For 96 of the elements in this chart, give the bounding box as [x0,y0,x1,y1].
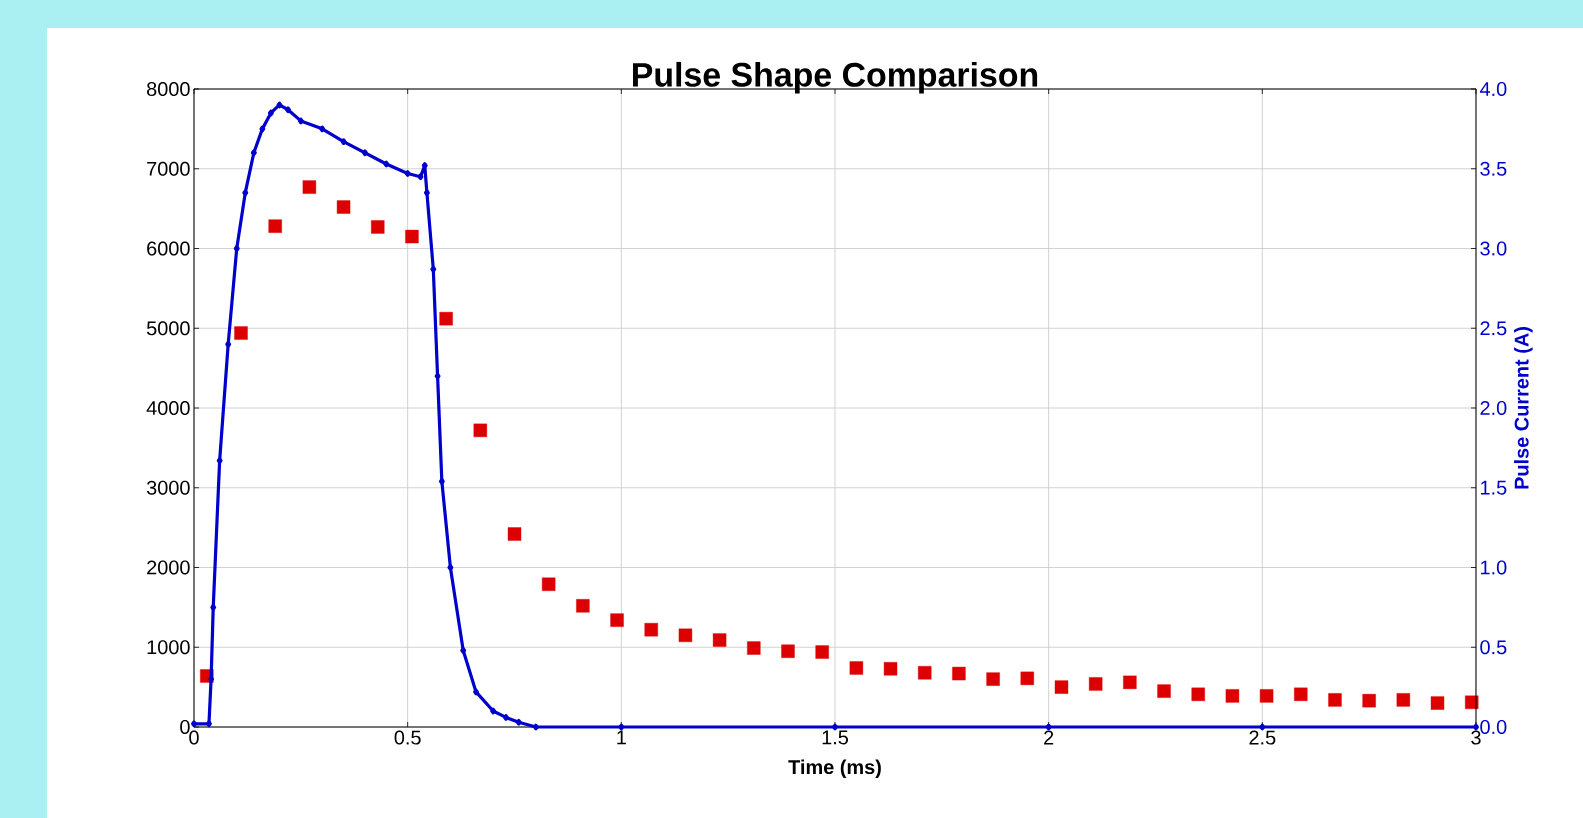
point [1054,680,1069,694]
point [206,720,212,728]
point [225,340,232,348]
point [242,189,249,197]
point [473,423,488,438]
point [259,125,266,133]
point [233,245,240,252]
point [405,229,419,244]
point [952,666,966,681]
y2-tick-label: 2.0 [1480,400,1507,416]
point [781,644,795,658]
point [447,564,454,571]
point [473,688,479,696]
point [1225,689,1240,703]
x-tick-label: 2.5 [1249,730,1276,745]
point [678,628,693,642]
y-tick-label: 5000 [146,321,190,336]
point [576,599,590,613]
point [532,723,539,731]
y-tick-label: 7000 [147,161,190,176]
point [918,666,932,680]
point [1123,675,1137,690]
chart-title: Pulse Shape Comparison [633,61,1038,94]
point [507,527,522,541]
point [276,101,283,109]
y2-tick-label: 0.5 [1480,640,1507,655]
point [234,326,248,340]
point [404,170,411,177]
point [361,149,368,157]
y-tick-label: 0 [180,719,190,735]
y2-tick-label: 0.0 [1480,719,1507,735]
point [383,160,390,168]
point [210,603,217,611]
point [1020,671,1034,686]
y-tick-label: 6000 [147,241,190,256]
point [267,109,274,117]
point [421,162,428,169]
y2-tick-label: 3.5 [1480,161,1507,176]
point [302,180,317,194]
point [336,200,351,214]
y-tick-label: 3000 [146,480,190,495]
x-tick-label: 1 [617,730,626,745]
point [815,645,829,659]
point [1328,693,1342,707]
point [268,219,282,233]
y-tick-label: 1000 [147,640,190,655]
point [1088,677,1103,691]
point [883,662,898,676]
y2-tick-label: 2.5 [1480,321,1507,336]
point [1294,687,1308,701]
point [503,714,509,721]
point [417,173,424,181]
point [644,623,658,637]
point [423,189,430,197]
y-tick-label: 4000 [146,400,190,416]
y2-tick-label: 1.0 [1481,560,1507,575]
point [250,149,257,157]
x-tick-label: 2 [1044,730,1054,745]
point [439,311,453,326]
y2-tick-label: 3.0 [1480,241,1507,256]
point [438,477,445,485]
point [371,220,385,234]
point [541,577,556,591]
y2-tick-label: 4.0 [1479,81,1507,97]
point [986,672,1000,686]
x-tick-label: 0.5 [394,730,421,745]
point [1157,684,1171,698]
point [712,633,727,647]
point [1465,695,1479,709]
point [191,720,197,728]
point [1259,689,1274,703]
x-tick-label: 3 [1471,730,1481,745]
point [490,707,497,715]
point [1430,696,1445,710]
point [319,125,326,133]
point [460,647,467,654]
point [515,718,522,726]
point [1191,687,1205,701]
point [434,372,441,380]
point [747,641,761,655]
y2-tick-label: 1.5 [1481,480,1507,495]
point [208,675,215,683]
point [430,265,437,273]
point [1396,693,1411,707]
y-tick-label: 2000 [147,560,190,575]
x-axis-title: Time (ms) [788,759,881,779]
point [849,661,864,675]
point [297,117,304,125]
point [610,613,624,627]
point [1362,693,1376,708]
y-tick-label: 8000 [147,81,190,97]
point [340,138,347,146]
x-tick-label: 1.5 [822,730,849,745]
y2-axis-title: Pulse Current (A) [1514,327,1533,489]
point [216,457,223,465]
point [285,106,291,114]
